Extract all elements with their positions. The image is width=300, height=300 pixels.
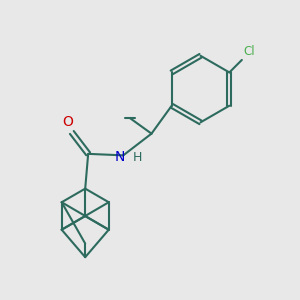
Text: H: H xyxy=(133,151,142,164)
Text: N: N xyxy=(115,149,125,164)
Text: O: O xyxy=(62,116,73,130)
Text: Cl: Cl xyxy=(243,46,255,59)
